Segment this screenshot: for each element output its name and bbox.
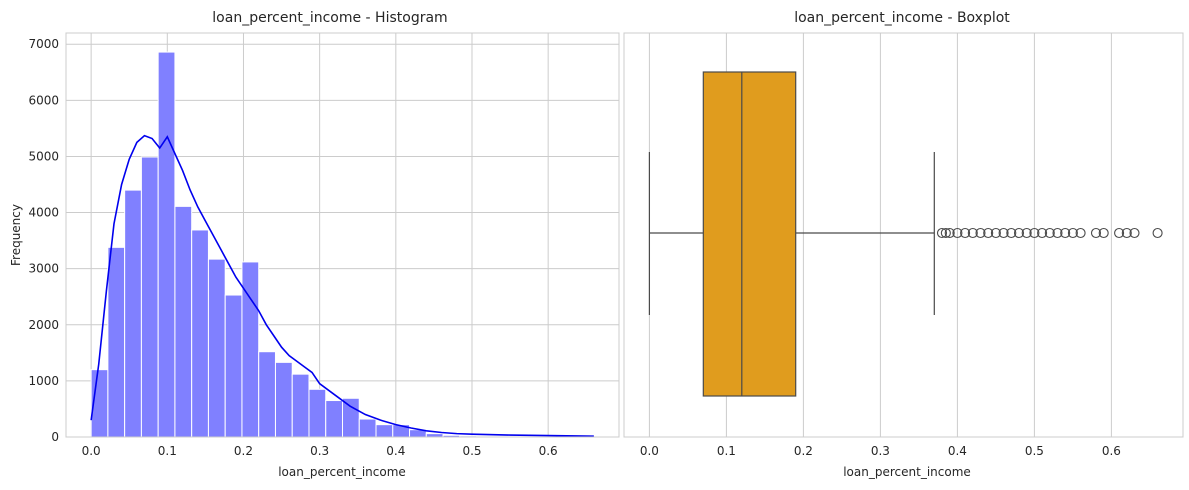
boxplot-title: loan_percent_income - Boxplot <box>794 10 1010 26</box>
outlier-point <box>1006 227 1017 239</box>
boxplot-body <box>648 71 935 397</box>
histogram-panel: loan_percent_income - Histogram 0.0 0.1 0.… <box>9 10 620 479</box>
histogram-bar <box>291 373 310 438</box>
histogram-x-tick-labels: 0.0 0.1 0.2 0.3 0.4 0.5 0.6 <box>82 444 558 458</box>
x-tick-label: 0.1 <box>717 444 736 458</box>
histogram-bar <box>224 294 243 438</box>
histogram-frame <box>65 32 620 438</box>
x-tick-label: 0.2 <box>794 444 813 458</box>
boxplot-panel: loan_percent_income - Boxplot 0.0 0.1 0.2 0… <box>623 10 1184 479</box>
outlier-point <box>944 227 955 239</box>
y-tick-label: 6000 <box>28 93 59 107</box>
interquartile-box <box>702 71 797 397</box>
y-tick-label: 1000 <box>28 374 59 388</box>
boxplot-x-axis-label: loan_percent_income <box>843 465 971 479</box>
y-tick-label: 2000 <box>28 318 59 332</box>
boxplot-outliers <box>936 227 1163 239</box>
y-tick-label: 4000 <box>28 206 59 220</box>
x-tick-label: 0.6 <box>1102 444 1121 458</box>
outlier-point <box>998 227 1009 239</box>
outlier-point <box>967 227 978 239</box>
histogram-bar <box>258 351 276 438</box>
y-tick-label: 5000 <box>28 149 59 163</box>
outlier-point <box>1098 227 1109 239</box>
outlier-point <box>936 227 948 239</box>
histogram-title: loan_percent_income - Histogram <box>212 10 447 26</box>
outlier-point <box>1067 227 1078 239</box>
histogram-y-axis-label: Frequency <box>9 204 23 266</box>
histogram-bar <box>358 418 377 438</box>
histogram-bar <box>375 424 394 438</box>
x-tick-label: 0.3 <box>310 444 329 458</box>
histogram-bar <box>124 189 142 438</box>
boxplot-x-tick-labels: 0.0 0.1 0.2 0.3 0.4 0.5 0.6 <box>640 444 1121 458</box>
x-tick-label: 0.0 <box>82 444 101 458</box>
outlier-point <box>990 227 1001 239</box>
histogram-y-tick-labels: 0 1000 2000 3000 4000 5000 6000 7000 <box>28 37 59 444</box>
histogram-bar <box>241 261 260 438</box>
x-tick-label: 0.1 <box>158 444 177 458</box>
outlier-point <box>1129 227 1140 239</box>
histogram-bar <box>191 229 209 438</box>
histogram-bar <box>308 388 327 438</box>
outlier-point <box>1029 227 1040 239</box>
outlier-point <box>983 227 994 239</box>
outlier-point <box>1075 227 1086 239</box>
outlier-point <box>1013 227 1025 239</box>
histogram-bar <box>157 51 176 438</box>
x-tick-label: 0.2 <box>234 444 253 458</box>
outlier-point <box>940 227 951 239</box>
x-tick-label: 0.0 <box>640 444 659 458</box>
histogram-bar <box>425 433 444 438</box>
histogram-bar <box>325 400 344 438</box>
outlier-point <box>1044 227 1055 239</box>
x-tick-label: 0.6 <box>539 444 558 458</box>
outlier-point <box>952 227 963 239</box>
y-tick-label: 7000 <box>28 37 59 51</box>
outlier-point <box>1121 227 1132 239</box>
histogram-bar <box>342 397 360 438</box>
histogram-bar <box>174 205 193 438</box>
outlier-point <box>1152 227 1163 239</box>
histogram-bars <box>90 51 595 438</box>
outlier-point <box>1060 227 1071 239</box>
outlier-point <box>975 227 986 239</box>
outlier-point <box>1021 227 1032 239</box>
histogram-x-axis-label: loan_percent_income <box>278 465 406 479</box>
outlier-point <box>1090 227 1102 239</box>
histogram-bar <box>107 246 126 438</box>
y-tick-label: 0 <box>51 430 59 444</box>
histogram-bar <box>274 361 293 438</box>
outlier-point <box>1114 227 1125 239</box>
boxplot-frame <box>623 32 1184 438</box>
x-tick-label: 0.4 <box>386 444 405 458</box>
kde-line <box>90 134 594 437</box>
histogram-bar <box>140 156 159 438</box>
x-tick-label: 0.5 <box>1025 444 1044 458</box>
outlier-point <box>960 227 971 239</box>
outlier-point <box>1037 227 1048 239</box>
histogram-bar <box>207 258 226 438</box>
x-tick-label: 0.3 <box>871 444 890 458</box>
outlier-point <box>1052 227 1063 239</box>
x-tick-label: 0.4 <box>948 444 967 458</box>
y-tick-label: 3000 <box>28 262 59 276</box>
x-tick-label: 0.5 <box>462 444 481 458</box>
